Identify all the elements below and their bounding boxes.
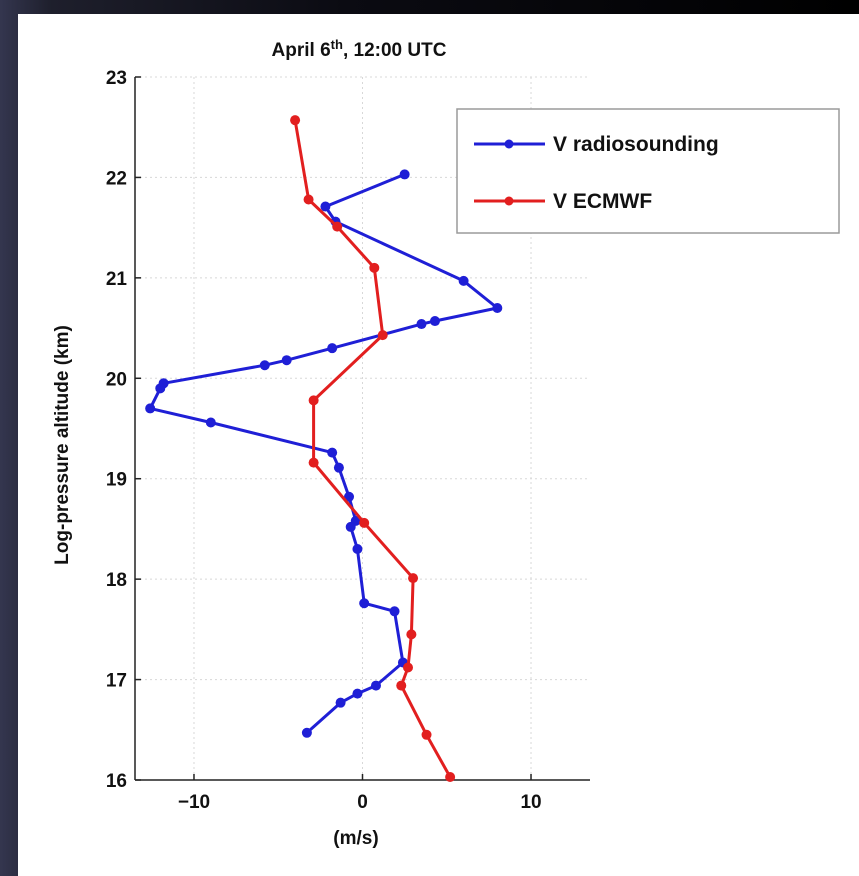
- data-point-ecmwf: [332, 221, 343, 232]
- x-tick-label: 0: [357, 792, 368, 813]
- figure-panel: April 6th, 12:00 UTC (m/s) Log-pressure …: [18, 14, 859, 876]
- tick-labels: 16 17 18 19 20 21 22 23 −10 0 10: [106, 68, 542, 813]
- data-point-ecmwf: [408, 573, 419, 584]
- y-tick-label: 19: [106, 470, 127, 491]
- data-point-radiosounding: [359, 598, 370, 609]
- data-point-radiosounding: [389, 606, 400, 617]
- y-tick-label: 21: [106, 269, 128, 290]
- data-point-radiosounding: [352, 688, 363, 699]
- y-tick-label: 17: [106, 671, 127, 692]
- legend-marker-radiosounding: [504, 139, 514, 149]
- data-point-radiosounding: [301, 727, 312, 738]
- y-tick-label: 22: [106, 168, 127, 189]
- x-tick-label: −10: [178, 792, 210, 813]
- data-point-ecmwf: [445, 771, 456, 782]
- data-point-radiosounding: [416, 319, 427, 330]
- data-point-ecmwf: [369, 262, 380, 273]
- data-point-ecmwf: [290, 115, 301, 126]
- legend-marker-ecmwf: [504, 196, 514, 206]
- chart-title: April 6th, 12:00 UTC: [272, 37, 447, 62]
- data-point-radiosounding: [333, 462, 344, 473]
- data-point-ecmwf: [377, 330, 388, 341]
- data-point-radiosounding: [429, 316, 440, 327]
- data-point-radiosounding: [320, 201, 331, 212]
- y-tick-label: 23: [106, 68, 127, 89]
- data-point-radiosounding: [259, 360, 270, 371]
- data-point-radiosounding: [458, 275, 469, 286]
- data-point-radiosounding: [145, 403, 156, 414]
- data-point-ecmwf: [396, 680, 407, 691]
- line-chart: April 6th, 12:00 UTC (m/s) Log-pressure …: [52, 37, 840, 849]
- data-point-radiosounding: [155, 383, 166, 394]
- data-point-radiosounding: [370, 680, 381, 691]
- data-point-radiosounding: [335, 697, 346, 708]
- x-tick-label: 10: [520, 792, 541, 813]
- data-point-radiosounding: [345, 521, 356, 532]
- axes: [134, 76, 590, 781]
- data-point-ecmwf: [308, 395, 319, 406]
- data-point-radiosounding: [327, 447, 338, 458]
- data-point-ecmwf: [406, 629, 417, 640]
- y-tick-label: 16: [106, 771, 127, 792]
- data-point-radiosounding: [281, 355, 292, 366]
- data-point-ecmwf: [359, 517, 370, 528]
- data-point-radiosounding: [327, 343, 338, 354]
- y-axis-label: Log-pressure altitude (km): [52, 325, 73, 565]
- data-point-ecmwf: [421, 729, 432, 740]
- data-point-ecmwf: [308, 457, 319, 468]
- data-series: [145, 115, 503, 782]
- data-point-ecmwf: [403, 662, 413, 673]
- data-point-radiosounding: [492, 302, 503, 313]
- data-point-radiosounding: [399, 169, 410, 180]
- x-axis-label: (m/s): [333, 828, 378, 849]
- legend: V radiosounding V ECMWF: [456, 108, 840, 234]
- legend-label-ecmwf: V ECMWF: [553, 190, 652, 213]
- data-point-radiosounding: [344, 491, 355, 502]
- data-point-radiosounding: [205, 417, 216, 428]
- legend-label-radiosounding: V radiosounding: [553, 133, 719, 156]
- y-tick-label: 18: [106, 570, 127, 591]
- data-point-ecmwf: [303, 194, 314, 205]
- legend-box: [456, 108, 840, 234]
- data-point-radiosounding: [352, 544, 363, 555]
- y-tick-label: 20: [106, 369, 127, 390]
